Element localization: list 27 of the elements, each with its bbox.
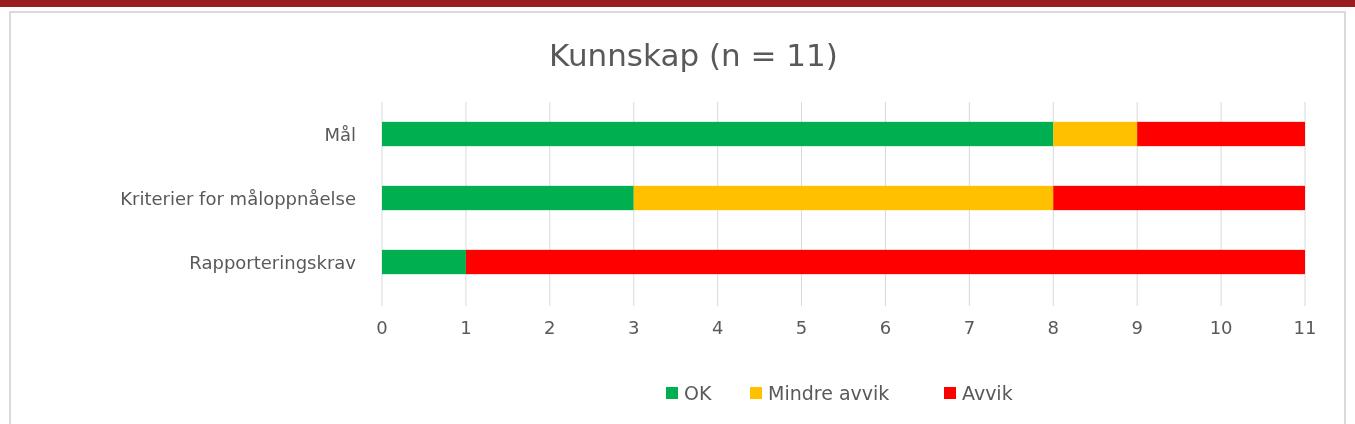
bar — [633, 185, 1054, 211]
x-tick-label: 5 — [795, 316, 808, 338]
x-tick-label: 7 — [963, 316, 976, 338]
bar — [382, 249, 466, 275]
x-tick-label: 11 — [1293, 316, 1317, 338]
x-tick-label: 2 — [544, 316, 556, 338]
y-tick-label: Mål — [324, 123, 356, 145]
y-tick-label: Kriterier for måloppnåelse — [120, 187, 356, 209]
bar — [1053, 185, 1305, 211]
x-tick-label: 6 — [879, 316, 892, 338]
bar — [1053, 121, 1138, 147]
y-tick-label: Rapporteringskrav — [189, 251, 357, 273]
x-tick-label: 0 — [376, 316, 388, 338]
x-tick-label: 3 — [628, 316, 640, 338]
x-tick-label: 10 — [1209, 316, 1233, 338]
chart-title: Kunnskap (n = 11) — [549, 37, 838, 73]
legend-label: Mindre avvik — [768, 382, 890, 404]
bar — [1137, 121, 1305, 147]
legend-label: Avvik — [962, 382, 1013, 404]
x-tick-label: 1 — [460, 316, 472, 338]
x-tick-label: 4 — [711, 316, 724, 338]
x-tick-label: 9 — [1131, 316, 1143, 338]
bar — [382, 185, 634, 211]
x-tick-label: 8 — [1047, 316, 1059, 338]
bar — [465, 249, 1305, 275]
legend-label: OK — [684, 382, 712, 404]
bar — [382, 121, 1054, 147]
